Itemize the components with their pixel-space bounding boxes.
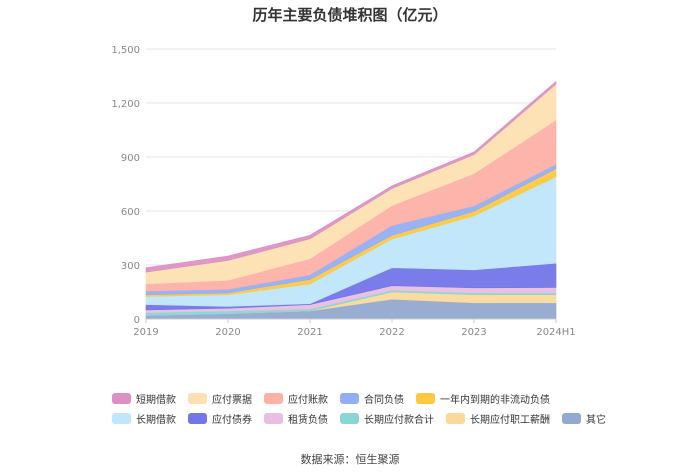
legend-item: 长期应付职工薪酬 (446, 411, 550, 426)
legend-label: 长期应付款合计 (364, 414, 434, 426)
legend-label: 租赁负债 (288, 414, 328, 426)
stacked-area-plot: 0 300 600 900 1,200 1,500 2019 2020 2021 2022 2023… (111, 45, 575, 338)
x-tick-label: 2024H1 (536, 327, 575, 338)
legend-item: 短期借款 (112, 391, 176, 406)
legend-item: 一年内到期的非流动负债 (416, 391, 550, 406)
legend-label: 一年内到期的非流动负债 (440, 394, 550, 406)
legend-row-2: 长期借款 应付债券 租赁负债 长期应付款合计 长期应付职工薪酬 其它 (112, 408, 632, 428)
legend-swatch (562, 412, 581, 424)
y-tick-label: 1,500 (111, 45, 140, 56)
legend-swatch (446, 412, 465, 424)
source-note: 数据来源：恒生聚源 (300, 453, 400, 466)
legend-swatch (416, 392, 435, 404)
legend-label: 长期应付职工薪酬 (470, 414, 550, 426)
legend-swatch (112, 392, 131, 404)
y-tick-label: 300 (121, 261, 140, 272)
legend-label: 长期借款 (136, 414, 176, 426)
legend-item: 合同负债 (340, 391, 404, 406)
legend-swatch (112, 412, 131, 424)
legend-label: 短期借款 (136, 394, 176, 406)
legend-item: 应付票据 (188, 391, 252, 406)
chart-title: 历年主要负债堆积图（亿元） (252, 6, 448, 24)
legend-swatch (188, 412, 207, 424)
legend-item: 应付账款 (264, 391, 328, 406)
x-tick-label: 2022 (379, 327, 404, 338)
legend-item: 其它 (562, 411, 606, 426)
legend-item: 租赁负债 (264, 411, 328, 426)
legend-row-1: 短期借款 应付票据 应付账款 合同负债 一年内到期的非流动负债 (112, 388, 632, 408)
legend-label: 应付票据 (212, 394, 252, 406)
legend-label: 应付账款 (288, 394, 328, 406)
legend-swatch (188, 392, 207, 404)
y-tick-label: 900 (121, 153, 140, 164)
x-tick-label: 2021 (297, 327, 322, 338)
legend-label: 合同负债 (364, 394, 404, 406)
legend-swatch (264, 412, 283, 424)
legend-item: 应付债券 (188, 411, 252, 426)
y-tick-label: 0 (134, 315, 140, 326)
legend-item: 长期借款 (112, 411, 176, 426)
legend-item: 长期应付款合计 (340, 411, 434, 426)
series-area (145, 80, 557, 273)
x-tick-label: 2023 (461, 327, 486, 338)
legend-swatch (264, 392, 283, 404)
x-tick-label: 2019 (133, 327, 158, 338)
legend-swatch (340, 392, 359, 404)
x-tick-label: 2020 (215, 327, 240, 338)
legend-label: 应付债券 (212, 414, 252, 426)
y-tick-label: 1,200 (111, 99, 140, 110)
legend: 短期借款 应付票据 应付账款 合同负债 一年内到期的非流动负债 长期借款 应付债券 租赁负债… (112, 388, 632, 428)
legend-swatch (340, 412, 359, 424)
y-tick-label: 600 (121, 207, 140, 218)
legend-label: 其它 (586, 414, 606, 426)
